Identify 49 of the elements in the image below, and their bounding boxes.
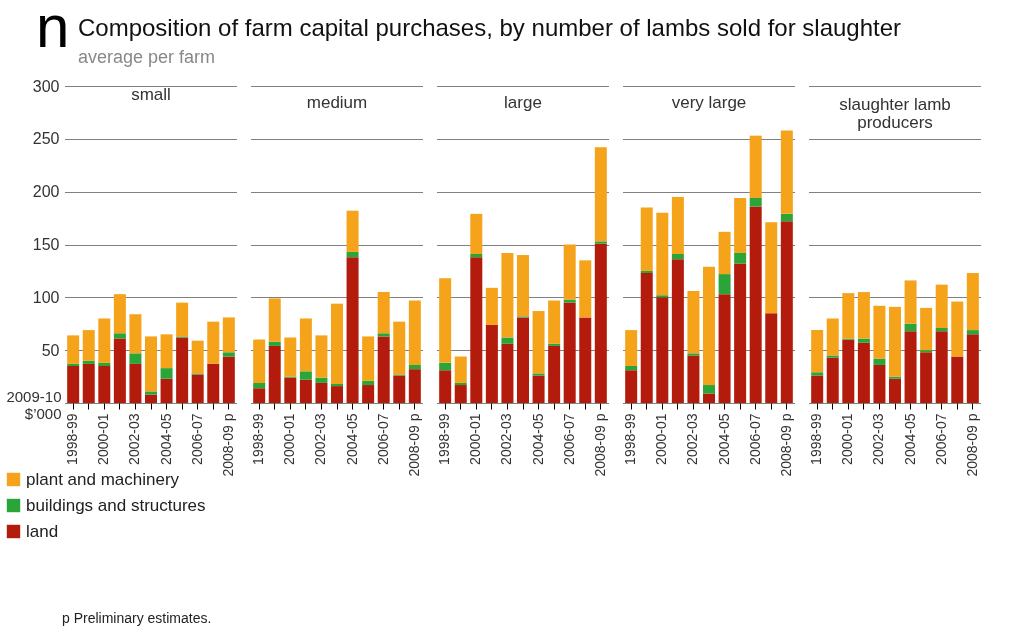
y-tick-label: 50 [41, 341, 60, 359]
text: n [36, 0, 70, 61]
text: average per farm [78, 47, 216, 68]
x-tick-label: 2004-05 [715, 413, 732, 465]
x-tick-label: 2008-09 p [591, 413, 608, 477]
text: p Preliminary estimates. [62, 610, 212, 626]
x-tick-label: 2004-05 [157, 413, 174, 465]
x-tick-label: 2008-09 p [219, 413, 236, 477]
y-tick-label: 100 [32, 288, 60, 306]
x-tick-label: 2006-07 [932, 413, 949, 465]
chart-title: large [504, 93, 542, 112]
x-tick-label: 2002-03 [126, 413, 143, 465]
x-tick-label: 2002-03 [312, 413, 329, 465]
text: slaughter lamb producers [839, 95, 951, 132]
x-tick-label: 2000-01 [281, 413, 298, 465]
x-tick-label: 1998-99 [64, 413, 81, 465]
x-tick-label: 2006-07 [188, 413, 205, 465]
x-tick-label: 1998-99 [622, 413, 639, 465]
x-tick-label: 2008-09 p [963, 413, 980, 477]
x-tick-label: 2006-07 [560, 413, 577, 465]
y-tick-label: 200 [32, 183, 60, 201]
y-axis-title: 2009-10 $’000 [6, 387, 62, 422]
x-tick-label: 2008-09 p [777, 413, 794, 477]
legend-label: land [26, 521, 59, 541]
x-tick-label: 2002-03 [684, 413, 701, 465]
x-tick-label: 1998-99 [808, 413, 825, 465]
x-tick-label: 2002-03 [870, 413, 887, 465]
chart-title: medium [306, 93, 368, 112]
chart-title: very large [671, 93, 747, 112]
x-tick-label: 2004-05 [901, 413, 918, 465]
x-tick-label: 1998-99 [436, 413, 453, 465]
x-tick-label: 2000-01 [467, 413, 484, 465]
x-tick-label: 2008-09 p [405, 413, 422, 477]
x-tick-label: 2002-03 [498, 413, 515, 465]
x-tick-label: 2000-01 [95, 413, 112, 465]
y-tick-label: 150 [32, 236, 60, 253]
legend-label: buildings and structures [26, 495, 206, 515]
x-tick-label: 2006-07 [746, 413, 763, 465]
text: Composition of farm capital purchases, by number of lambs sold for slaughter [78, 14, 902, 42]
x-tick-label: 2000-01 [839, 413, 856, 465]
x-tick-label: 2000-01 [653, 413, 670, 465]
legend-label: plant and machinery [26, 469, 180, 489]
chart-title: small [131, 85, 171, 104]
x-tick-label: 2004-05 [529, 413, 546, 465]
x-tick-label: 2004-05 [343, 413, 360, 465]
x-tick-label: 1998-99 [250, 413, 267, 465]
y-tick-label: 300 [32, 77, 60, 95]
x-tick-label: 2006-07 [374, 413, 391, 465]
y-tick-label: 250 [32, 130, 60, 148]
